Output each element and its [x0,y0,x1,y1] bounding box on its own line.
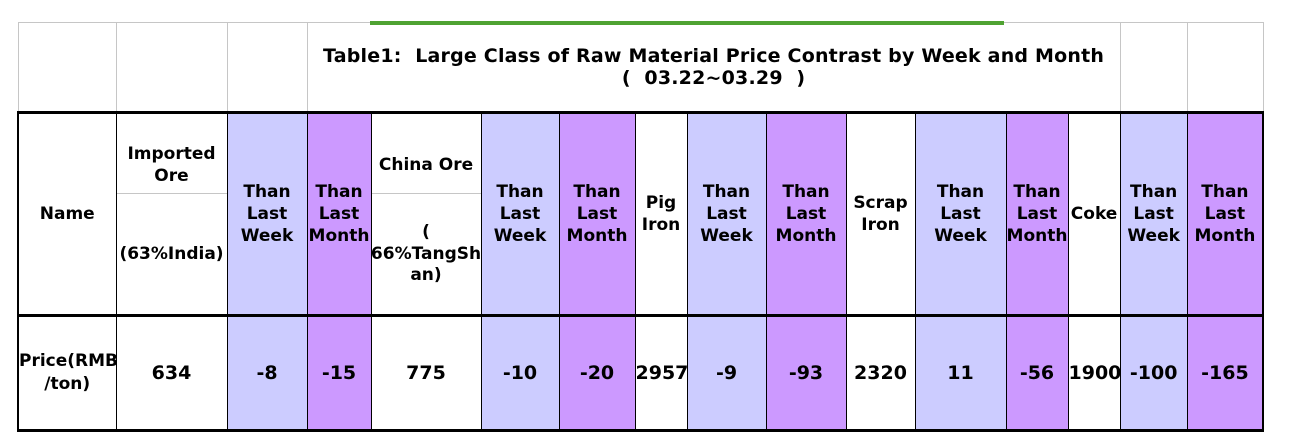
value-scrap-iron: 2320 [845,314,916,432]
value-imported-ore-week: -8 [226,314,308,432]
value-pig-iron: 2957 [634,314,688,432]
col-header-coke: Coke [1067,110,1121,317]
value-china-ore-month: -20 [558,314,636,432]
raw-material-price-table: Table1: Large Class of Raw Material Pric… [17,22,1265,432]
value-scrap-iron-month: -56 [1005,314,1069,432]
value-pig-iron-month: -93 [765,314,847,432]
col-header-scrap-iron: Scrap Iron [845,110,916,317]
china-ore-spec: ( 66%TangSh an) [371,222,481,285]
col-header-than-last-month-4: Than Last Month [1005,110,1069,317]
value-coke-week: -100 [1119,314,1188,432]
col-header-than-last-month-1: Than Last Month [306,110,372,317]
imported-ore-label: Imported Ore [117,136,226,195]
value-scrap-iron-week: 11 [914,314,1007,432]
price-row: Price(RMB /ton) 634 -8 -15 775 -10 -20 2… [17,314,1265,432]
green-accent-line [370,21,1004,25]
col-header-than-last-week-5: Than Last Week [1119,110,1188,317]
header-row: Name Imported Ore (63%India) Than Last W… [17,110,1265,317]
col-header-pig-iron: Pig Iron [634,110,688,317]
value-china-ore: 775 [370,314,482,432]
col-header-than-last-week-1: Than Last Week [226,110,308,317]
col-header-than-last-month-3: Than Last Month [765,110,847,317]
empty-cell [115,22,228,113]
imported-ore-spec: (63%India) [119,243,224,264]
col-header-than-last-week-2: Than Last Week [480,110,560,317]
value-imported-ore-month: -15 [306,314,372,432]
empty-cell [1119,22,1188,113]
col-header-than-last-week-3: Than Last Week [686,110,767,317]
china-ore-label: China Ore [372,136,480,195]
row-label-price: Price(RMB /ton) [17,314,117,432]
title-row: Table1: Large Class of Raw Material Pric… [17,22,1264,113]
empty-cell [226,22,308,113]
table-title: Table1: Large Class of Raw Material Pric… [306,22,1121,113]
col-header-imported-ore: Imported Ore (63%India) [115,110,228,317]
col-header-china-ore: China Ore ( 66%TangSh an) [370,110,482,317]
value-imported-ore: 634 [115,314,228,432]
col-header-name: Name [17,110,117,317]
col-header-than-last-month-2: Than Last Month [558,110,636,317]
empty-cell [1186,22,1264,113]
value-coke-month: -165 [1186,314,1265,432]
value-coke: 1900 [1067,314,1121,432]
value-china-ore-week: -10 [480,314,560,432]
col-header-than-last-week-4: Than Last Week [914,110,1007,317]
value-pig-iron-week: -9 [686,314,767,432]
col-header-than-last-month-5: Than Last Month [1186,110,1265,317]
empty-cell [17,22,117,113]
